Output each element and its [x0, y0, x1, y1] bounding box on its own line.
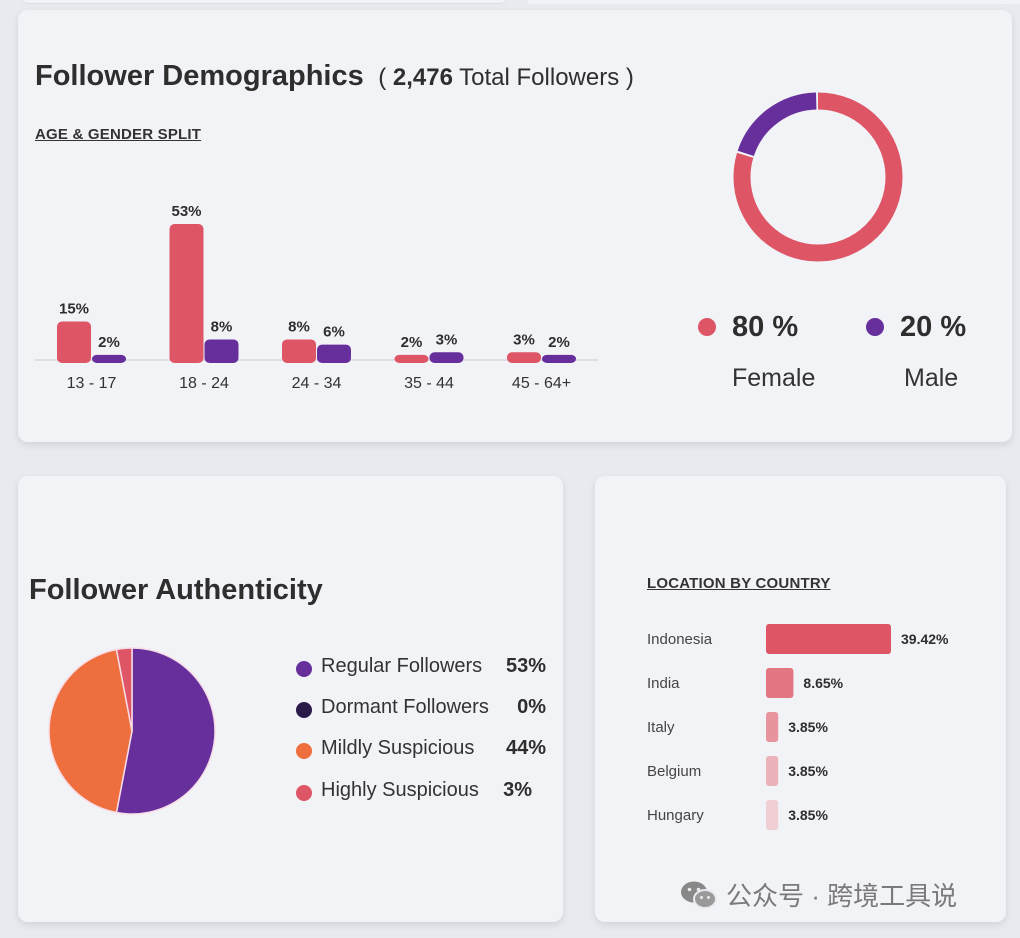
- bar-13-17-series-2: [92, 354, 126, 363]
- gender-donut-chart: [733, 92, 903, 262]
- bar-value-label: 2%: [98, 334, 120, 351]
- country-value-italy: 3.85%: [788, 719, 828, 735]
- legend-highly-suspicious: Highly Suspicious 3%: [296, 779, 546, 807]
- bar-35-44-series-1: [394, 354, 429, 363]
- legend-regular-followers: Regular Followers 53%: [296, 655, 546, 683]
- country-value-belgium: 3.85%: [788, 763, 828, 779]
- country-label-india: India: [647, 675, 680, 692]
- country-label-hungary: Hungary: [647, 807, 704, 824]
- bar-18-24-series-2: [204, 339, 239, 363]
- country-value-indonesia: 39.42%: [901, 631, 949, 647]
- authenticity-pie-chart: [48, 647, 216, 815]
- bar-fill: [282, 339, 316, 363]
- watermark-text: 公众号 · 跨境工具说: [726, 881, 958, 911]
- demographics-title-row: Follower Demographics ( 2,476 Total Foll…: [35, 60, 634, 93]
- mild-legend-dot: [296, 743, 312, 759]
- bar-value-label: 3%: [436, 331, 458, 348]
- dormant-legend-dot: [296, 702, 312, 718]
- female-legend-dot: [698, 318, 716, 336]
- mild-percent: 44%: [505, 737, 546, 759]
- male-legend-dot: [866, 318, 884, 336]
- total-followers-label: Total Followers: [459, 64, 620, 91]
- total-followers-value: 2,476: [392, 64, 453, 91]
- bar-fill: [542, 354, 576, 363]
- country-bar-india: [766, 668, 794, 698]
- regular-legend-dot: [296, 661, 312, 677]
- bar-13-17-series-1: [57, 321, 91, 363]
- age-gender-bar-chart: 15% 2% 13 - 17 53% 8% 18 - 24 8% 6% 24 - 34 2% 3% 3…: [35, 203, 598, 392]
- bar-fill: [92, 354, 126, 363]
- age-gender-split-link[interactable]: AGE & GENDER SPLIT: [35, 126, 202, 143]
- mild-label: Mildly Suspicious: [321, 737, 475, 759]
- total-followers: ( 2,476 Total Followers ): [378, 64, 634, 91]
- bar-fill: [169, 224, 204, 363]
- female-percent: 80 %: [732, 311, 799, 343]
- authenticity-card: Follower Authenticity Regular Followers …: [18, 476, 563, 922]
- bar-value-label: 2%: [401, 334, 423, 351]
- bar-value-label: 3%: [513, 331, 535, 348]
- x-tick-label: 24 - 34: [292, 375, 342, 392]
- wechat-icon: [681, 881, 717, 909]
- bar-45-64-series-1: [507, 352, 541, 363]
- bar-35-44-series-2: [429, 352, 464, 363]
- bar-value-label: 2%: [548, 334, 570, 351]
- high-label: Highly Suspicious: [321, 779, 479, 801]
- bar-value-label: 15%: [59, 301, 89, 318]
- authenticity-title: Follower Authenticity: [29, 574, 323, 606]
- x-tick-label: 35 - 44: [404, 375, 454, 392]
- donut-slice-female: [733, 92, 903, 262]
- bar-value-label: 8%: [211, 318, 233, 335]
- country-bar-belgium: [766, 756, 779, 786]
- x-tick-label: 45 - 64+: [512, 375, 571, 392]
- country-value-india: 8.65%: [803, 675, 843, 691]
- bar-fill: [429, 352, 464, 363]
- high-legend-dot: [296, 785, 312, 801]
- paren-close: ): [625, 64, 634, 91]
- pie-slice-mildly-suspicious: [48, 648, 133, 814]
- country-label-italy: Italy: [647, 719, 675, 736]
- legend-dormant-followers: Dormant Followers 0%: [296, 696, 546, 724]
- top-panel-edge: [20, 0, 508, 4]
- location-by-country-link[interactable]: LOCATION BY COUNTRY: [647, 575, 831, 592]
- country-value-hungary: 3.85%: [788, 807, 828, 823]
- country-bar-italy: [766, 712, 779, 742]
- x-tick-label: 18 - 24: [179, 375, 229, 392]
- country-bar-hungary: [766, 800, 779, 830]
- high-percent: 3%: [503, 779, 532, 801]
- country-label-indonesia: Indonesia: [647, 631, 713, 648]
- paren-open: (: [378, 64, 387, 91]
- country-label-belgium: Belgium: [647, 763, 701, 780]
- female-label: Female: [732, 364, 816, 392]
- dormant-label: Dormant Followers: [321, 696, 489, 718]
- bar-value-label: 53%: [171, 203, 201, 220]
- pie-slice-highly-suspicious: [115, 647, 133, 732]
- bar-fill: [394, 354, 429, 363]
- location-card: LOCATION BY COUNTRY Indonesia 39.42% India…: [595, 476, 1006, 922]
- bar-fill: [204, 339, 239, 363]
- legend-mildly-suspicious: Mildly Suspicious 44%: [296, 737, 546, 765]
- country-bar-indonesia: [766, 624, 891, 654]
- top-panel-edge-right: [528, 0, 1020, 4]
- bar-24-34-series-2: [317, 344, 351, 363]
- demographics-title: Follower Demographics: [35, 60, 364, 92]
- pie-slice-regular-followers: [115, 647, 216, 815]
- regular-percent: 53%: [505, 655, 546, 677]
- demographics-card: Follower Demographics ( 2,476 Total Foll…: [18, 10, 1012, 442]
- bar-fill: [57, 321, 91, 363]
- male-label: Male: [904, 364, 959, 392]
- x-tick-label: 13 - 17: [67, 375, 117, 392]
- male-percent: 20 %: [900, 311, 967, 343]
- bar-value-label: 8%: [288, 318, 310, 335]
- bar-24-34-series-1: [282, 339, 316, 363]
- location-bar-chart: Indonesia 39.42% India 8.65% Italy 3.85% Belgi…: [647, 624, 949, 830]
- regular-label: Regular Followers: [321, 655, 483, 677]
- bar-fill: [317, 344, 351, 363]
- bar-18-24-series-1: [169, 224, 204, 363]
- bar-fill: [507, 352, 541, 363]
- dormant-percent: 0%: [517, 696, 546, 718]
- bar-value-label: 6%: [323, 324, 345, 341]
- bar-45-64-series-2: [542, 354, 576, 363]
